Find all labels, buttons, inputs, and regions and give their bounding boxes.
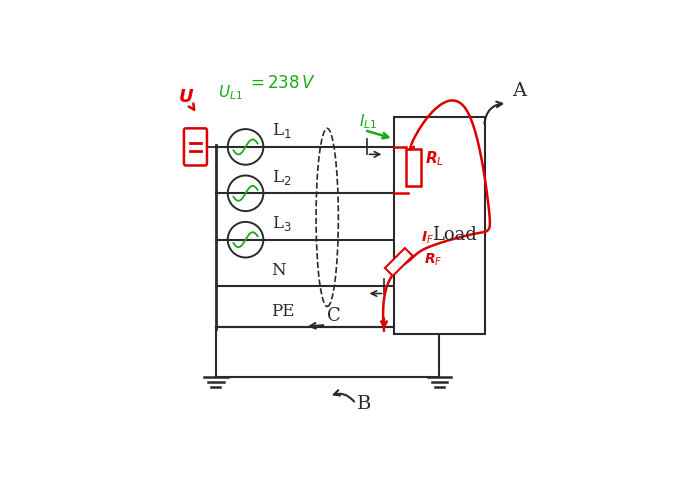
Bar: [406, 149, 421, 186]
Text: $U_{L1}$: $U_{L1}$: [218, 83, 242, 102]
Text: $I_{L1}$: $I_{L1}$: [358, 112, 377, 131]
Text: N: N: [272, 262, 286, 280]
Text: L$_1$: L$_1$: [272, 121, 291, 140]
Text: Load: Load: [432, 226, 477, 244]
Text: C: C: [327, 307, 341, 324]
FancyBboxPatch shape: [184, 128, 207, 165]
Text: I$_F$: I$_F$: [421, 229, 434, 246]
Text: PE: PE: [272, 303, 295, 320]
Text: A: A: [512, 81, 526, 100]
Text: B: B: [357, 395, 371, 413]
Text: U: U: [179, 88, 194, 107]
Bar: [385, 248, 413, 276]
Text: L$_3$: L$_3$: [272, 214, 291, 233]
Text: $= 238\,V$: $= 238\,V$: [247, 74, 316, 92]
Text: L$_2$: L$_2$: [272, 168, 291, 187]
Bar: [394, 117, 485, 335]
Text: R$_L$: R$_L$: [425, 149, 444, 168]
Text: R$_F$: R$_F$: [424, 252, 442, 268]
